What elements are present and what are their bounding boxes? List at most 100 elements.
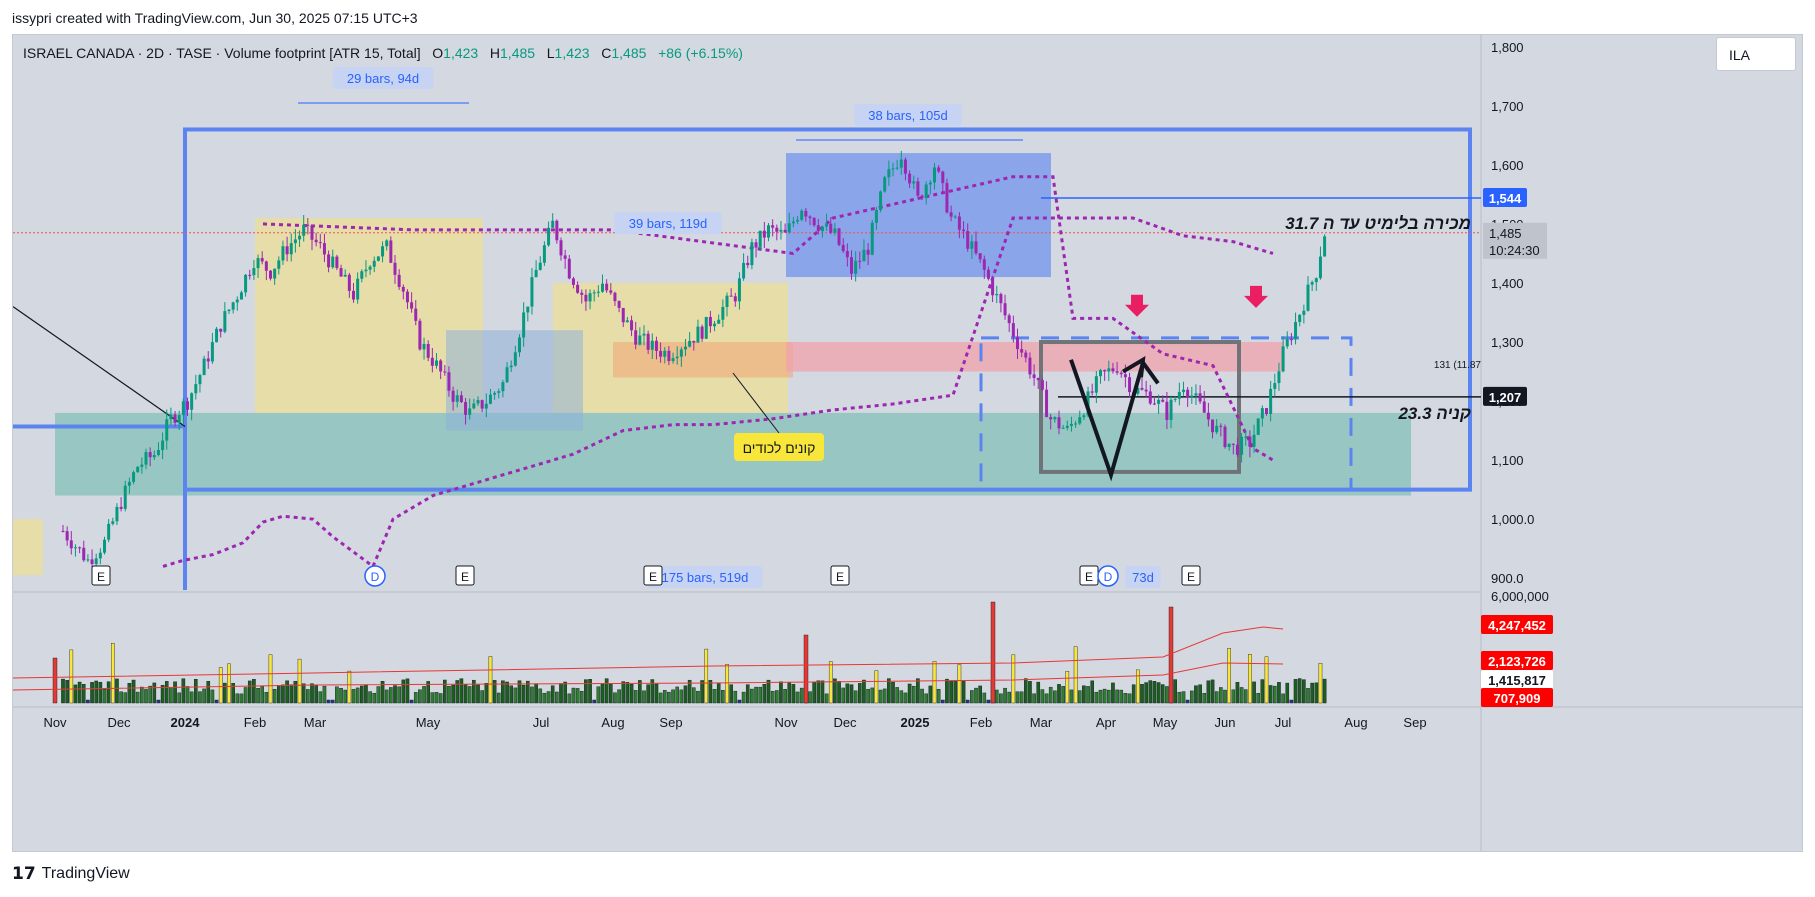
candle-body — [534, 269, 538, 278]
volume-bar — [770, 690, 775, 704]
volume-bar — [683, 685, 688, 704]
volume-bar — [351, 689, 356, 704]
volume-bar — [721, 689, 725, 704]
volume-bar — [750, 688, 754, 704]
candle-body — [318, 242, 322, 244]
y-tick-label: 1,700 — [1491, 99, 1524, 114]
volume-bar — [214, 699, 219, 704]
volume-bar — [210, 689, 215, 704]
volume-bar — [1123, 693, 1128, 704]
volume-bar — [646, 684, 650, 704]
volume-bar — [148, 685, 152, 704]
volume-bar — [667, 691, 671, 704]
volume-bar — [169, 687, 173, 704]
volume-bar — [1053, 690, 1057, 704]
candle-body — [945, 183, 949, 213]
volume-bar — [986, 699, 991, 704]
volume-bar — [795, 691, 800, 704]
candle-body — [439, 360, 443, 372]
volume-bar — [61, 678, 65, 704]
volume-bars-group — [61, 643, 1327, 704]
volume-bar — [704, 648, 709, 704]
volume-bar — [779, 681, 783, 704]
volume-bar — [1061, 686, 1065, 704]
candle-body — [1016, 336, 1019, 350]
candle-body — [750, 242, 754, 266]
candle-body — [1252, 434, 1256, 447]
volume-bar — [235, 693, 240, 704]
volume-bar — [1214, 691, 1219, 704]
price-label-current: 1,485 — [1489, 226, 1522, 241]
volume-bar — [1318, 662, 1323, 704]
volume-bar — [1011, 654, 1016, 704]
dashed-box-blue — [979, 336, 1353, 492]
dividend-marker-label: D — [1104, 570, 1113, 584]
candle-body — [812, 217, 816, 226]
candle-body — [381, 246, 385, 257]
volume-bar — [1119, 689, 1124, 704]
volume-bar — [521, 684, 526, 704]
chart-pane[interactable]: 29 bars, 94d 38 bars, 105d 39 bars, 119d 17… — [12, 34, 1803, 852]
candle-body — [1003, 303, 1007, 316]
candle-body — [957, 216, 961, 230]
candle-body — [742, 262, 746, 279]
candle-body — [937, 167, 941, 172]
volume-bar — [1223, 689, 1227, 704]
volume-bar — [397, 686, 401, 704]
candle-body — [173, 414, 177, 423]
volume-bar — [1019, 691, 1024, 704]
candle-body — [779, 229, 783, 232]
volume-bar — [467, 686, 472, 704]
candle-body — [978, 253, 982, 260]
candle-body — [916, 181, 920, 196]
candle-body — [638, 335, 642, 345]
volume-bar — [347, 670, 352, 704]
candle-body — [609, 290, 613, 293]
candle-body — [61, 530, 65, 532]
candle-body — [364, 269, 368, 272]
x-tick-label: Nov — [774, 715, 798, 730]
chart-canvas[interactable]: 29 bars, 94d 38 bars, 105d 39 bars, 119d 17… — [13, 35, 1802, 851]
earnings-marker-label: E — [1085, 570, 1093, 584]
candle-body — [704, 316, 708, 339]
candle-body — [1294, 321, 1298, 340]
volume-band-upper — [13, 626, 1284, 679]
candle-body — [103, 539, 106, 553]
candle-body — [1045, 389, 1049, 418]
candle-body — [1032, 374, 1036, 378]
volume-bar — [1181, 691, 1186, 704]
candle-body — [347, 274, 351, 291]
candle-body — [675, 356, 679, 359]
volume-bar — [1297, 678, 1302, 704]
volume-bar — [662, 690, 667, 704]
volume-bar — [501, 680, 505, 704]
volume-bar — [202, 688, 206, 704]
legend-close: 1,485 — [611, 45, 647, 61]
candle-body — [630, 320, 634, 331]
earnings-marker-label: E — [836, 570, 844, 584]
x-tick-label: Jul — [533, 715, 550, 730]
x-tick-label: 2024 — [171, 715, 201, 730]
candle-body — [717, 319, 721, 324]
candle-body — [949, 212, 953, 217]
buy-note: קניה 23.3 — [1397, 404, 1471, 423]
volume-bar — [459, 678, 464, 704]
symbol-search-box[interactable]: ILA — [1716, 37, 1796, 71]
range-box-yellow-1 — [255, 218, 483, 413]
candle-body — [563, 255, 567, 259]
candle-body — [376, 256, 380, 261]
legend-low: 1,423 — [554, 45, 590, 61]
candle-body — [273, 268, 277, 279]
candle-body — [825, 223, 829, 227]
volume-bar — [73, 684, 78, 704]
volume-bar — [1090, 680, 1094, 704]
candle-body — [999, 294, 1003, 304]
volume-bar — [102, 689, 107, 704]
volume-bar — [177, 692, 182, 704]
candle-body — [451, 390, 455, 402]
volume-bar — [994, 689, 999, 704]
volume-bar — [389, 687, 393, 704]
candle-body — [393, 262, 397, 275]
candle-body — [65, 531, 69, 541]
volume-bar — [239, 693, 244, 704]
